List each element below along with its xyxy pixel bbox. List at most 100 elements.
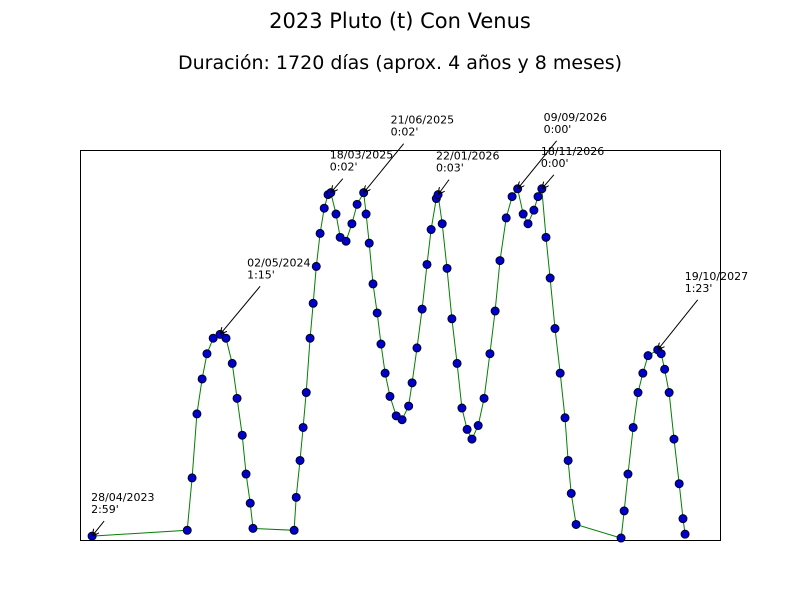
annotation-arrow bbox=[518, 140, 558, 189]
annotation-date: 18/11/2026 bbox=[541, 145, 604, 158]
data-point bbox=[462, 424, 472, 434]
data-point bbox=[680, 529, 690, 539]
data-point bbox=[192, 409, 202, 419]
data-point bbox=[452, 358, 462, 368]
data-point bbox=[289, 525, 299, 535]
data-point bbox=[628, 422, 638, 432]
chart-title: 2023 Pluto (t) Con Venus bbox=[269, 9, 531, 33]
data-point bbox=[417, 304, 427, 314]
data-point bbox=[566, 488, 576, 498]
data-point bbox=[678, 514, 688, 524]
annotation-arrow bbox=[438, 179, 450, 195]
annotation-date: 19/10/2027 bbox=[685, 270, 748, 283]
annotation-date: 28/04/2023 bbox=[91, 491, 154, 504]
annotation-arrow bbox=[542, 174, 555, 189]
data-point bbox=[352, 199, 362, 209]
data-point bbox=[376, 339, 386, 349]
annotation-arrow bbox=[220, 286, 261, 334]
data-point bbox=[533, 192, 543, 202]
data-point bbox=[197, 374, 207, 384]
data-point bbox=[669, 434, 679, 444]
annotation-arrow bbox=[92, 520, 105, 536]
annotation-date: 22/01/2026 bbox=[436, 150, 499, 163]
annotation-separation: 0:02' bbox=[391, 126, 419, 139]
annotation-date: 09/09/2026 bbox=[544, 111, 607, 124]
data-point bbox=[227, 358, 237, 368]
data-point bbox=[385, 391, 395, 401]
annotation-separation: 1:15' bbox=[247, 268, 275, 281]
data-point bbox=[656, 349, 666, 359]
data-point bbox=[311, 261, 321, 271]
annotation-arrow bbox=[658, 299, 699, 350]
data-point bbox=[295, 455, 305, 465]
data-point bbox=[473, 421, 483, 431]
data-point bbox=[412, 343, 422, 353]
data-point bbox=[237, 430, 247, 440]
data-point bbox=[457, 403, 467, 413]
data-point bbox=[372, 308, 382, 318]
data-point bbox=[319, 203, 329, 213]
data-point bbox=[501, 213, 511, 223]
data-point bbox=[437, 219, 447, 229]
data-point bbox=[407, 378, 417, 388]
annotation-separation: 0:02' bbox=[330, 161, 358, 174]
annotation-date: 21/06/2025 bbox=[391, 114, 454, 127]
data-point bbox=[560, 413, 570, 423]
annotation-date: 02/05/2024 bbox=[247, 256, 310, 269]
data-point bbox=[442, 263, 452, 273]
data-point bbox=[664, 388, 674, 398]
data-point bbox=[555, 368, 565, 378]
data-point bbox=[368, 279, 378, 289]
data-point bbox=[298, 422, 308, 432]
data-point bbox=[422, 259, 432, 269]
data-point bbox=[341, 236, 351, 246]
data-point bbox=[347, 219, 357, 229]
data-point bbox=[467, 434, 477, 444]
data-point bbox=[571, 519, 581, 529]
data-point bbox=[523, 219, 533, 229]
annotation-separation: 0:00' bbox=[544, 123, 572, 136]
data-point bbox=[545, 273, 555, 283]
annotation-separation: 1:23' bbox=[685, 282, 713, 295]
data-point bbox=[660, 364, 670, 374]
data-point bbox=[674, 479, 684, 489]
data-point bbox=[495, 256, 505, 266]
data-point bbox=[490, 306, 500, 316]
data-point bbox=[208, 333, 218, 343]
annotation-arrow bbox=[331, 178, 344, 193]
data-point bbox=[397, 415, 407, 425]
data-point bbox=[623, 469, 633, 479]
data-point bbox=[315, 228, 325, 238]
annotation-date: 18/03/2025 bbox=[330, 149, 393, 162]
data-point bbox=[182, 525, 192, 535]
data-point bbox=[563, 455, 573, 465]
data-point bbox=[619, 506, 629, 516]
data-point bbox=[447, 314, 457, 324]
data-point bbox=[380, 368, 390, 378]
data-point bbox=[633, 388, 643, 398]
data-point bbox=[616, 533, 626, 543]
data-point bbox=[248, 523, 258, 533]
chart-subtitle: Duración: 1720 días (aprox. 4 años y 8 m… bbox=[178, 52, 622, 74]
data-point bbox=[221, 333, 231, 343]
data-point bbox=[308, 298, 318, 308]
data-point bbox=[305, 333, 315, 343]
data-point bbox=[485, 349, 495, 359]
data-point bbox=[331, 209, 341, 219]
data-point bbox=[479, 393, 489, 403]
data-point bbox=[518, 209, 528, 219]
data-point bbox=[202, 349, 212, 359]
data-point bbox=[187, 473, 197, 483]
data-point bbox=[232, 393, 242, 403]
data-point bbox=[426, 225, 436, 235]
data-point bbox=[638, 368, 648, 378]
annotation-separation: 0:00' bbox=[541, 157, 569, 170]
data-point bbox=[361, 209, 371, 219]
annotation-arrow bbox=[364, 143, 405, 193]
data-point bbox=[529, 205, 539, 215]
annotation-separation: 2:59' bbox=[91, 503, 119, 516]
data-point bbox=[301, 388, 311, 398]
data-point bbox=[541, 232, 551, 242]
data-point bbox=[550, 324, 560, 334]
